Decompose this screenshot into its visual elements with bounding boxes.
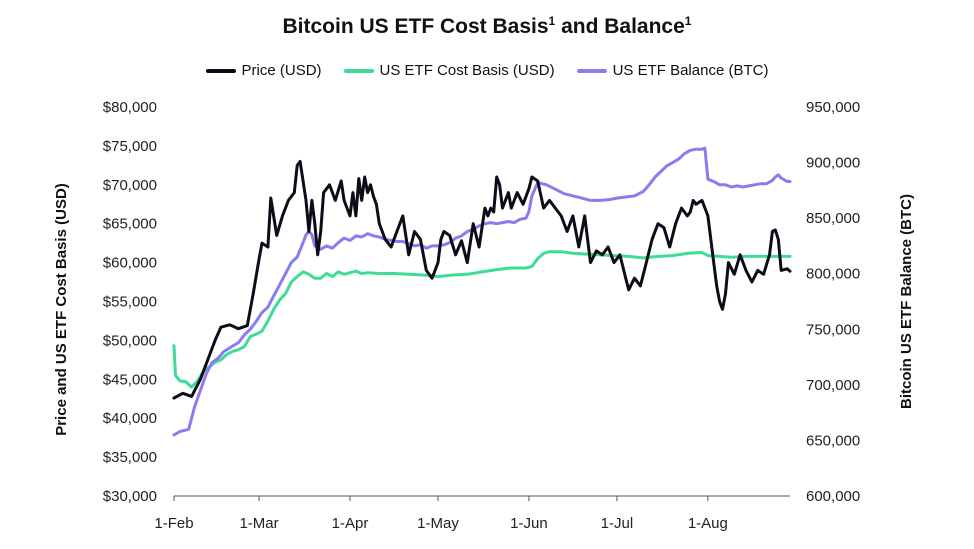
y-right-tick-label: 800,000 (806, 266, 860, 283)
y-right-tick-label: 900,000 (806, 155, 860, 172)
y-right-tick-label: 650,000 (806, 432, 860, 449)
chart-title-footnote-2: 1 (684, 14, 692, 28)
y-left-tick-label: $70,000 (103, 177, 157, 194)
x-tick-label: 1-Aug (688, 515, 728, 532)
chart-title-mid: and Balance (555, 15, 685, 38)
y-right-tick-label: 700,000 (806, 377, 860, 394)
legend-label-balance: US ETF Balance (BTC) (612, 62, 769, 79)
legend-label-cost-basis: US ETF Cost Basis (USD) (379, 62, 555, 79)
x-tick-label: 1-Feb (154, 515, 193, 532)
x-tick-label: 1-Jul (601, 515, 634, 532)
y-left-tick-label: $55,000 (103, 294, 157, 311)
x-tick-label: 1-Mar (239, 515, 278, 532)
chart-title-main: Bitcoin US ETF Cost Basis (282, 15, 549, 38)
legend-item-balance: US ETF Balance (BTC) (576, 62, 769, 79)
legend-item-price: Price (USD) (205, 62, 322, 79)
legend-swatch-balance (576, 68, 607, 73)
chart-title-footnote-1: 1 (548, 14, 556, 28)
chart-title: Bitcoin US ETF Cost Basis1 and Balance1 (0, 14, 974, 39)
y-left-tick-label: $80,000 (103, 99, 157, 116)
y-left-tick-label: $45,000 (103, 371, 157, 388)
y-right-tick-label: 750,000 (806, 321, 860, 338)
y-left-tick-label: $75,000 (103, 138, 157, 155)
x-tick-label: 1-Jun (510, 515, 548, 532)
series-line-price (172, 160, 792, 400)
legend-swatch-price (205, 68, 236, 73)
y-left-tick-label: $40,000 (103, 410, 157, 427)
series-line-balance (172, 146, 792, 437)
y-left-tick-label: $50,000 (103, 332, 157, 349)
y-right-axis-title: Bitcoin US ETF Balance (BTC) (898, 194, 915, 409)
x-tick-label: 1-May (417, 515, 459, 532)
legend-item-cost-basis: US ETF Cost Basis (USD) (343, 62, 555, 79)
y-right-tick-label: 950,000 (806, 99, 860, 116)
series-line-cost-basis (172, 250, 792, 389)
y-right-tick-label: 850,000 (806, 210, 860, 227)
y-right-tick-label: 600,000 (806, 488, 860, 505)
legend-label-price: Price (USD) (241, 62, 322, 79)
chart-legend: Price (USD) US ETF Cost Basis (USD) US E… (0, 62, 974, 79)
x-tick-label: 1-Apr (332, 515, 369, 532)
y-left-tick-label: $30,000 (103, 488, 157, 505)
y-left-tick-label: $60,000 (103, 255, 157, 272)
y-left-tick-label: $65,000 (103, 216, 157, 233)
y-left-tick-label: $35,000 (103, 449, 157, 466)
y-left-axis-title: Price and US ETF Cost Basis (USD) (53, 183, 70, 436)
legend-swatch-cost-basis (343, 68, 374, 73)
